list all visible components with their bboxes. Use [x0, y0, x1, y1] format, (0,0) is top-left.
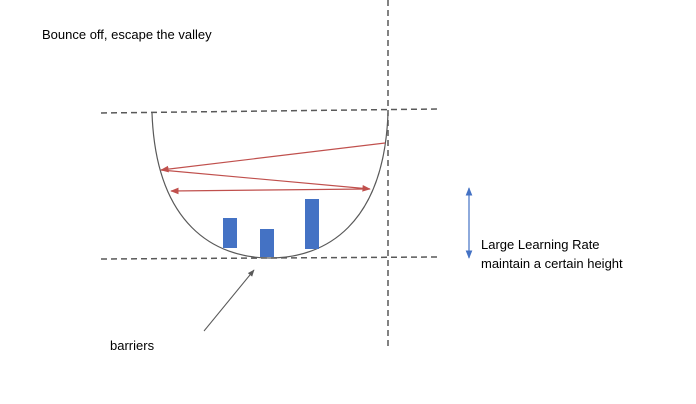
- barrier-bar: [305, 199, 319, 249]
- barriers-label: barriers: [110, 338, 155, 353]
- pointer-arrow-icon: [203, 269, 255, 332]
- trajectory-arrows-icon: [160, 142, 386, 195]
- barrier-bar: [260, 229, 274, 257]
- barrier-bar: [223, 218, 237, 248]
- diagram-title: Bounce off, escape the valley: [42, 27, 212, 42]
- trajectory-arrow: [170, 187, 368, 195]
- bottom-dashed-line: [100, 256, 438, 260]
- valley-curve: [151, 112, 389, 259]
- learning-rate-label: Large Learning Rate: [481, 237, 600, 252]
- trajectory-arrow: [160, 142, 386, 173]
- trajectory-arrow: [160, 169, 371, 192]
- height-label: maintain a certain height: [481, 256, 623, 271]
- top-dashed-line: [100, 108, 438, 114]
